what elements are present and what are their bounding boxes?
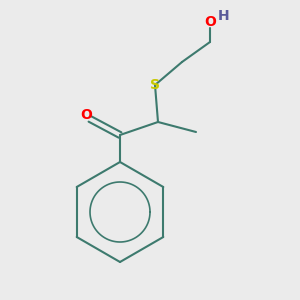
- Text: H: H: [218, 9, 230, 23]
- Text: S: S: [150, 78, 160, 92]
- Text: O: O: [204, 15, 216, 29]
- Text: O: O: [80, 108, 92, 122]
